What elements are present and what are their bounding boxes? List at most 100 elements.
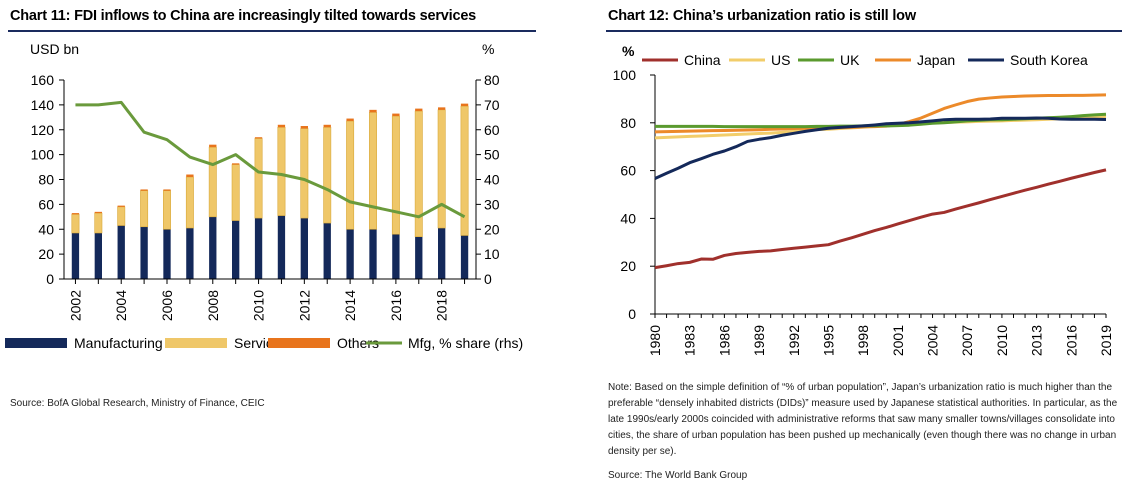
bar-manufacturing (209, 216, 217, 279)
bar-manufacturing (163, 229, 171, 279)
x-tick-label: 1989 (751, 325, 767, 356)
bar-others (140, 189, 148, 191)
bar-others (346, 118, 354, 122)
y2-tick-label: 70 (484, 97, 500, 113)
bar-services (140, 190, 149, 228)
x-tick-label: 2010 (994, 325, 1010, 356)
y-tick-label: 20 (38, 246, 54, 262)
bar-others (415, 108, 423, 112)
y2-tick-label: 80 (484, 72, 500, 88)
y2-tick-label: 40 (484, 172, 500, 188)
bar-services (300, 128, 309, 219)
x-tick-label: 2008 (205, 290, 221, 321)
y-tick-label: 120 (31, 122, 55, 138)
y2-tick-label: 10 (484, 246, 500, 262)
bar-others (438, 107, 446, 110)
bar-services (208, 146, 217, 218)
y-tick-label: 60 (38, 196, 54, 212)
legend-swatch (5, 338, 67, 348)
x-tick-label: 1995 (820, 325, 836, 356)
bar-services (437, 109, 446, 229)
x-tick-label: 2007 (959, 325, 975, 356)
bar-services (163, 190, 171, 230)
bar-manufacturing (232, 220, 240, 279)
x-tick-label: 2006 (159, 290, 175, 321)
x-tick-label: 2001 (890, 325, 906, 356)
bar-services (254, 138, 263, 219)
x-tick-label: 2016 (1063, 325, 1079, 356)
legend-swatch (165, 338, 227, 348)
bar-services (117, 206, 126, 226)
legend-swatch (268, 338, 330, 348)
x-tick-label: 2004 (113, 290, 129, 321)
bar-manufacturing (140, 226, 148, 279)
bar-others (232, 163, 240, 165)
bar-services (94, 212, 103, 234)
x-tick-label: 1986 (716, 325, 732, 356)
bar-others (163, 189, 171, 191)
mfg-share-line (75, 100, 466, 219)
legend-label: UK (840, 52, 860, 68)
y-tick-label: 140 (31, 97, 55, 113)
bar-services (369, 112, 377, 230)
x-tick-label: 2018 (434, 290, 450, 321)
bar-manufacturing (438, 228, 446, 279)
legend-label: Japan (917, 52, 955, 68)
y-tick-label: 80 (38, 172, 54, 188)
chart-12-plot: % 0 20 40 60 80 100 1980 1983 1986 1989 1992 1995 199… (613, 43, 1114, 356)
bar-manufacturing (117, 225, 125, 279)
x-tick-label: 2012 (296, 290, 312, 321)
bar-others (323, 124, 331, 128)
y-tick-label: 80 (620, 115, 636, 131)
bar-manufacturing (94, 232, 102, 279)
x-tick-label: 1980 (647, 325, 663, 356)
chart-12-note: Note: Based on the simple definition of … (608, 382, 1118, 457)
y-axis-title: % (622, 43, 635, 59)
bar-manufacturing (71, 232, 80, 279)
bar-others (209, 144, 217, 148)
legend-label: Others (337, 335, 379, 351)
bar-manufacturing (323, 223, 331, 279)
bar-manufacturing (369, 229, 377, 279)
chart-11-title: Chart 11: FDI inflows to China are incre… (10, 8, 477, 24)
legend-label: Manufacturing (74, 335, 163, 351)
legend-label: China (684, 52, 721, 68)
x-tick-label: 1983 (682, 325, 698, 356)
bar-services (71, 214, 80, 234)
y-tick-label: 0 (628, 306, 636, 322)
y2-tick-label: 50 (484, 147, 500, 163)
bar-services (323, 126, 332, 224)
bar-manufacturing (346, 229, 354, 279)
bar-services (231, 164, 240, 221)
bar-services (346, 120, 355, 230)
chart-11-title-rule (8, 30, 536, 32)
bar-others (392, 113, 400, 117)
bar-others (94, 211, 102, 214)
bar-others (277, 124, 286, 128)
y-tick-label: 40 (38, 221, 54, 237)
legend-label: Mfg, % share (rhs) (408, 335, 523, 351)
y2-tick-label: 20 (484, 221, 500, 237)
legend-label: South Korea (1010, 52, 1088, 68)
y-tick-label: 0 (46, 271, 54, 287)
x-tick-label: 2010 (251, 290, 267, 321)
x-tick-label: 2004 (925, 325, 941, 356)
chart-12-title: Chart 12: China’s urbanization ratio is … (608, 8, 916, 24)
bar-services (277, 126, 286, 216)
chart-11-source: Source: BofA Global Research, Ministry o… (10, 398, 265, 409)
bar-others (460, 103, 469, 107)
line-south-korea (654, 116, 1107, 180)
x-tick-label: 1992 (786, 325, 802, 356)
bar-manufacturing (392, 234, 400, 279)
y2-axis-title: % (482, 41, 494, 57)
y2-tick-label: 60 (484, 122, 500, 138)
legend-label: US (771, 52, 790, 68)
bar-manufacturing (300, 218, 308, 279)
y-tick-label: 40 (620, 210, 636, 226)
bar-others (186, 174, 194, 178)
y-axis-title: USD bn (30, 41, 79, 57)
y-tick-label: 60 (620, 163, 636, 179)
bar-manufacturing (277, 215, 286, 279)
chart-11-plot: USD bn % 0 20 40 60 80 100 120 140 160 0 10 20 30 40 50 6… (5, 41, 523, 351)
x-tick-label: 1998 (855, 325, 871, 356)
